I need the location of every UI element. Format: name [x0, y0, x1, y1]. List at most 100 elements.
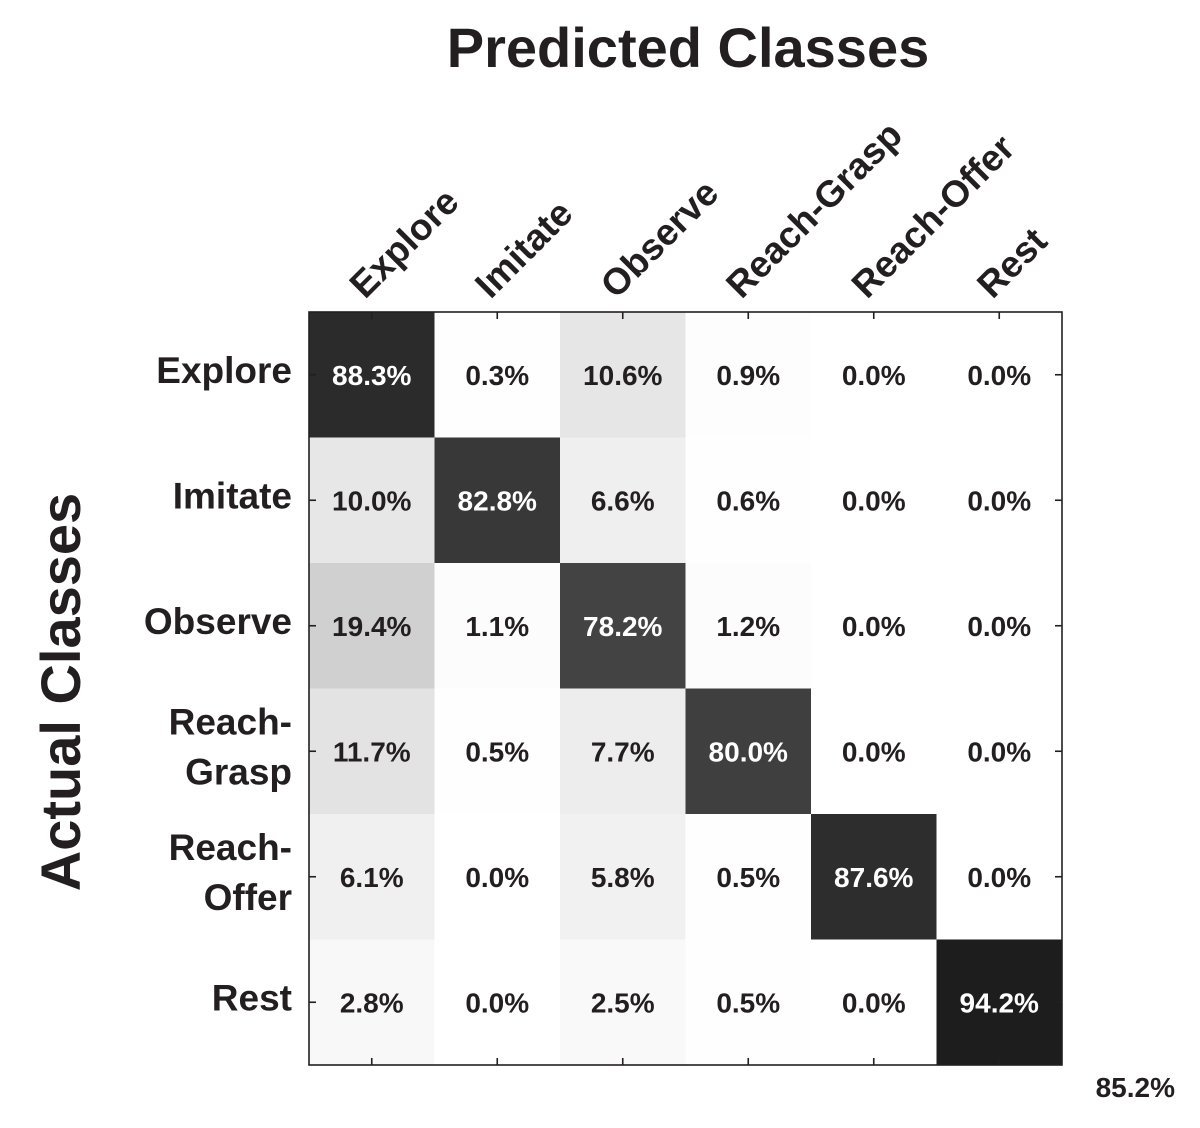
predicted-class-label: Rest	[969, 220, 1055, 306]
actual-class-label: Rest	[212, 977, 292, 1018]
plot-frame	[308, 311, 1063, 1066]
actual-class-label-line: Offer	[204, 877, 292, 918]
heatmap-cell	[685, 814, 812, 940]
cell-value-label: 1.2%	[716, 611, 780, 642]
heatmap-cell	[434, 688, 561, 815]
heatmap-cell	[560, 939, 686, 1066]
heatmap-cell	[309, 939, 435, 1066]
cell-value-label: 7.7%	[591, 736, 655, 767]
actual-class-label: Reach- Offer	[169, 827, 292, 918]
heatmap-cell	[936, 814, 1063, 940]
cell-value-label: 94.2%	[960, 987, 1039, 1018]
cell-value-label: 6.6%	[591, 485, 655, 516]
cell-value-label: 0.0%	[967, 862, 1031, 893]
actual-class-label: Explore	[156, 350, 292, 391]
heatmap-cell	[811, 688, 937, 815]
heatmap-cell	[936, 312, 1063, 438]
heatmap-cell	[811, 814, 937, 940]
cell-value-label: 0.6%	[716, 485, 780, 516]
cell-value-label: 0.0%	[842, 611, 906, 642]
heatmap-cell	[309, 688, 435, 815]
heatmap-cell	[434, 563, 561, 689]
cell-value-label: 80.0%	[709, 736, 788, 767]
cell-value-label: 0.0%	[842, 736, 906, 767]
actual-class-label-line: Reach-	[169, 701, 292, 742]
heatmap-cell	[560, 814, 686, 940]
cell-value-label: 2.8%	[340, 987, 404, 1018]
cell-value-label: 10.0%	[332, 485, 411, 516]
actual-class-label: Observe	[144, 601, 292, 642]
actual-class-label-line: Rest	[212, 977, 292, 1018]
heatmap-cell	[434, 814, 561, 940]
cell-value-label: 0.0%	[842, 360, 906, 391]
cell-value-label: 0.0%	[842, 485, 906, 516]
heatmap-cell	[936, 437, 1063, 564]
cell-value-label: 0.0%	[967, 611, 1031, 642]
actual-class-label-line: Reach-	[169, 827, 292, 868]
cell-value-label: 0.3%	[465, 360, 529, 391]
cell-value-label: 6.1%	[340, 862, 404, 893]
actual-class-label-line: Observe	[144, 601, 292, 642]
actual-class-label-line: Explore	[156, 350, 292, 391]
heatmap-cell	[685, 437, 812, 564]
actual-class-labels: Explore Imitate Observe Reach- Grasp Reach- Of…	[144, 350, 292, 1019]
heatmap-cell	[811, 563, 937, 689]
heatmap-cell	[309, 312, 435, 438]
axis-ticks	[309, 312, 1062, 1065]
cell-value-label: 0.0%	[465, 987, 529, 1018]
cell-value-label: 0.0%	[967, 736, 1031, 767]
cell-value-label: 5.8%	[591, 862, 655, 893]
overall-accuracy: 85.2%	[1096, 1072, 1175, 1103]
predicted-class-labels: Explore Imitate ObserveReach-GraspReach-Of…	[342, 114, 1055, 306]
heatmap-cell	[936, 688, 1063, 815]
heatmap-cell	[685, 312, 812, 438]
heatmap-cell	[309, 563, 435, 689]
actual-class-label: Reach- Grasp	[169, 701, 292, 792]
cell-value-label: 82.8%	[458, 485, 537, 516]
cell-value-label: 0.5%	[716, 862, 780, 893]
heatmap-cell	[309, 814, 435, 940]
predicted-class-label: Observe	[593, 172, 727, 306]
cell-value-label: 87.6%	[834, 862, 913, 893]
cell-value-label: 0.0%	[842, 987, 906, 1018]
cell-value-label: 0.0%	[967, 360, 1031, 391]
cell-value-label: 2.5%	[591, 987, 655, 1018]
heatmap-cell	[560, 563, 686, 689]
cell-value-label: 10.6%	[583, 360, 662, 391]
heatmap-cell	[936, 563, 1063, 689]
heatmap-cell	[434, 939, 561, 1066]
cell-value-label: 1.1%	[465, 611, 529, 642]
heatmap-cell	[309, 437, 435, 564]
heatmap-cell	[685, 563, 812, 689]
cell-value-label: 19.4%	[332, 611, 411, 642]
cell-value-label: 0.0%	[967, 485, 1031, 516]
cell-value-label: 0.5%	[465, 736, 529, 767]
actual-class-label-line: Imitate	[173, 475, 292, 516]
cell-value-label: 0.5%	[716, 987, 780, 1018]
cell-value-label: 88.3%	[332, 360, 411, 391]
heatmap-cell	[811, 939, 937, 1066]
heatmap-cell	[560, 688, 686, 815]
heatmap-cell	[685, 939, 812, 1066]
y-axis-title: Actual Classes	[29, 493, 92, 891]
heatmap-cells	[309, 312, 1063, 1066]
cell-value-label: 11.7%	[333, 736, 411, 767]
heatmap-cell	[560, 312, 686, 438]
cell-value-label: 0.0%	[465, 862, 529, 893]
heatmap-cell	[811, 312, 937, 438]
cell-value-label: 78.2%	[583, 611, 662, 642]
heatmap-cell	[560, 437, 686, 564]
predicted-class-label: Imitate	[467, 192, 580, 305]
chart-title: Predicted Classes	[447, 16, 929, 79]
actual-class-label-line: Grasp	[185, 751, 292, 792]
heatmap-cell	[434, 312, 561, 438]
cell-value-labels: 88.3% 0.3% 10.6% 0.9% 0.0% 0.0% 10.0% 82.8% 6.6%…	[332, 360, 1039, 1019]
heatmap-cell	[936, 939, 1063, 1066]
cell-value-label: 0.9%	[716, 360, 780, 391]
actual-class-label: Imitate	[173, 475, 292, 516]
predicted-class-label: Explore	[342, 181, 467, 306]
heatmap-cell	[811, 437, 937, 564]
heatmap-cell	[685, 688, 812, 815]
heatmap-cell	[434, 437, 561, 564]
